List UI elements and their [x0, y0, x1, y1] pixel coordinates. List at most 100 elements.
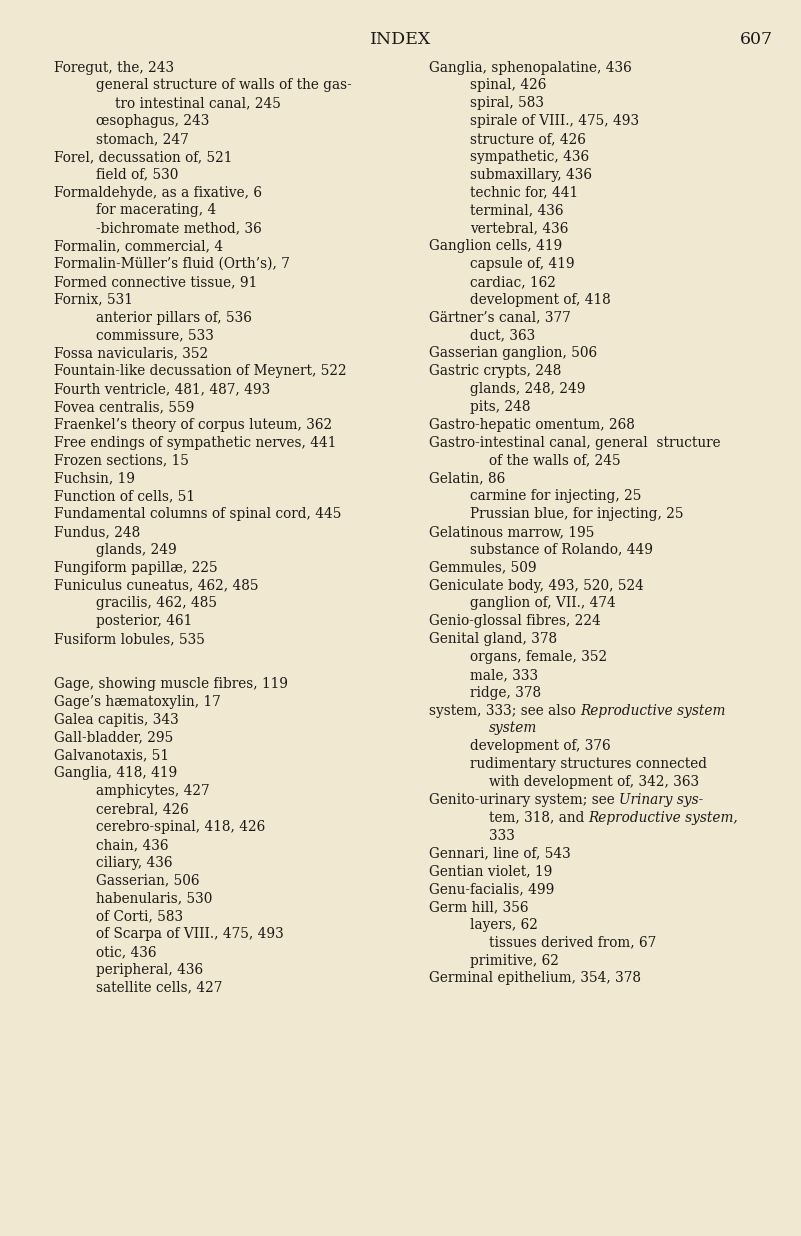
Text: ciliary, 436: ciliary, 436	[96, 855, 173, 870]
Text: Reproductive system,: Reproductive system,	[589, 811, 738, 824]
Text: Gage, showing muscle fibres, 119: Gage, showing muscle fibres, 119	[54, 677, 288, 691]
Text: organs, female, 352: organs, female, 352	[470, 650, 607, 664]
Text: of the walls of, 245: of the walls of, 245	[489, 454, 620, 467]
Text: Gall-bladder, 295: Gall-bladder, 295	[54, 730, 174, 745]
Text: cerebral, 426: cerebral, 426	[96, 802, 189, 816]
Text: Ganglia, 418, 419: Ganglia, 418, 419	[54, 766, 178, 780]
Text: pits, 248: pits, 248	[470, 400, 531, 414]
Text: Geniculate body, 493, 520, 524: Geniculate body, 493, 520, 524	[429, 578, 643, 592]
Text: Gage’s hæmatoxylin, 17: Gage’s hæmatoxylin, 17	[54, 695, 221, 709]
Text: spirale of VIII., 475, 493: spirale of VIII., 475, 493	[470, 114, 639, 129]
Text: layers, 62: layers, 62	[470, 918, 538, 932]
Text: Galea capitis, 343: Galea capitis, 343	[54, 713, 179, 727]
Text: Formalin-Müller’s fluid (Orth’s), 7: Formalin-Müller’s fluid (Orth’s), 7	[54, 257, 290, 271]
Text: general structure of walls of the gas-: general structure of walls of the gas-	[96, 78, 352, 93]
Text: Gastro-hepatic omentum, 268: Gastro-hepatic omentum, 268	[429, 418, 634, 431]
Text: submaxillary, 436: submaxillary, 436	[470, 168, 592, 182]
Text: Fraenkel’s theory of corpus luteum, 362: Fraenkel’s theory of corpus luteum, 362	[54, 418, 332, 431]
Text: system, 333; see also: system, 333; see also	[429, 703, 580, 718]
Text: Prussian blue, for injecting, 25: Prussian blue, for injecting, 25	[470, 507, 684, 522]
Text: Fundamental columns of spinal cord, 445: Fundamental columns of spinal cord, 445	[54, 507, 342, 522]
Text: Ganglion cells, 419: Ganglion cells, 419	[429, 239, 562, 253]
Text: ganglion of, VII., 474: ganglion of, VII., 474	[470, 596, 616, 611]
Text: peripheral, 436: peripheral, 436	[96, 963, 203, 976]
Text: Fundus, 248: Fundus, 248	[54, 525, 141, 539]
Text: Function of cells, 51: Function of cells, 51	[54, 489, 195, 503]
Text: œsophagus, 243: œsophagus, 243	[96, 114, 210, 129]
Text: Urinary sys-: Urinary sys-	[618, 792, 703, 807]
Text: chain, 436: chain, 436	[96, 838, 169, 852]
Text: satellite cells, 427: satellite cells, 427	[96, 980, 223, 995]
Text: Fountain-like decussation of Meynert, 522: Fountain-like decussation of Meynert, 52…	[54, 365, 347, 378]
Text: Gastric crypts, 248: Gastric crypts, 248	[429, 365, 561, 378]
Text: development of, 418: development of, 418	[470, 293, 611, 307]
Text: Gärtner’s canal, 377: Gärtner’s canal, 377	[429, 310, 570, 325]
Text: Fuchsin, 19: Fuchsin, 19	[54, 471, 135, 486]
Text: spiral, 583: spiral, 583	[470, 96, 544, 110]
Text: Reproductive system: Reproductive system	[580, 703, 725, 718]
Text: ridge, 378: ridge, 378	[470, 686, 541, 700]
Text: Fusiform lobules, 535: Fusiform lobules, 535	[54, 632, 205, 646]
Text: Formaldehyde, as a fixative, 6: Formaldehyde, as a fixative, 6	[54, 185, 263, 199]
Text: Ganglia, sphenopalatine, 436: Ganglia, sphenopalatine, 436	[429, 61, 631, 74]
Text: Genu-facialis, 499: Genu-facialis, 499	[429, 883, 554, 896]
Text: Forel, decussation of, 521: Forel, decussation of, 521	[54, 150, 233, 164]
Text: Fossa navicularis, 352: Fossa navicularis, 352	[54, 346, 208, 361]
Text: Gentian violet, 19: Gentian violet, 19	[429, 864, 552, 879]
Text: Free endings of sympathetic nerves, 441: Free endings of sympathetic nerves, 441	[54, 435, 337, 450]
Text: anterior pillars of, 536: anterior pillars of, 536	[96, 310, 252, 325]
Text: Genito-urinary system; see: Genito-urinary system; see	[429, 792, 618, 807]
Text: Germ hill, 356: Germ hill, 356	[429, 900, 528, 913]
Text: terminal, 436: terminal, 436	[470, 204, 564, 218]
Text: 607: 607	[740, 31, 773, 48]
Text: primitive, 62: primitive, 62	[470, 953, 559, 968]
Text: INDEX: INDEX	[370, 31, 431, 48]
Text: field of, 530: field of, 530	[96, 168, 179, 182]
Text: Galvanotaxis, 51: Galvanotaxis, 51	[54, 749, 170, 763]
Text: Gennari, line of, 543: Gennari, line of, 543	[429, 847, 570, 860]
Text: Formed connective tissue, 91: Formed connective tissue, 91	[54, 274, 258, 289]
Text: habenularis, 530: habenularis, 530	[96, 891, 212, 906]
Text: Gelatin, 86: Gelatin, 86	[429, 471, 505, 486]
Text: Gemmules, 509: Gemmules, 509	[429, 561, 536, 575]
Text: of Corti, 583: of Corti, 583	[96, 910, 183, 923]
Text: rudimentary structures connected: rudimentary structures connected	[470, 758, 707, 771]
Text: Foregut, the, 243: Foregut, the, 243	[54, 61, 175, 74]
Text: spinal, 426: spinal, 426	[470, 78, 546, 93]
Text: capsule of, 419: capsule of, 419	[470, 257, 575, 271]
Text: carmine for injecting, 25: carmine for injecting, 25	[470, 489, 642, 503]
Text: system: system	[489, 722, 537, 735]
Text: -bichromate method, 36: -bichromate method, 36	[96, 221, 262, 235]
Text: substance of Rolando, 449: substance of Rolando, 449	[470, 543, 653, 556]
Text: tro intestinal canal, 245: tro intestinal canal, 245	[115, 96, 280, 110]
Text: Fungiform papillæ, 225: Fungiform papillæ, 225	[54, 561, 218, 575]
Text: for macerating, 4: for macerating, 4	[96, 204, 216, 218]
Text: vertebral, 436: vertebral, 436	[470, 221, 569, 235]
Text: Gasserian, 506: Gasserian, 506	[96, 874, 199, 887]
Text: cardiac, 162: cardiac, 162	[470, 274, 556, 289]
Text: of Scarpa of VIII., 475, 493: of Scarpa of VIII., 475, 493	[96, 927, 284, 941]
Text: Gelatinous marrow, 195: Gelatinous marrow, 195	[429, 525, 594, 539]
Text: Frozen sections, 15: Frozen sections, 15	[54, 454, 189, 467]
Text: Formalin, commercial, 4: Formalin, commercial, 4	[54, 239, 223, 253]
Text: cerebro-spinal, 418, 426: cerebro-spinal, 418, 426	[96, 819, 265, 834]
Text: duct, 363: duct, 363	[470, 329, 535, 342]
Text: Gasserian ganglion, 506: Gasserian ganglion, 506	[429, 346, 597, 361]
Text: glands, 249: glands, 249	[96, 543, 177, 556]
Text: Genio-glossal fibres, 224: Genio-glossal fibres, 224	[429, 614, 600, 628]
Text: male, 333: male, 333	[470, 667, 538, 682]
Text: Fourth ventricle, 481, 487, 493: Fourth ventricle, 481, 487, 493	[54, 382, 271, 396]
Text: Fornix, 531: Fornix, 531	[54, 293, 133, 307]
Text: sympathetic, 436: sympathetic, 436	[470, 150, 590, 164]
Text: Genital gland, 378: Genital gland, 378	[429, 632, 557, 646]
Text: gracilis, 462, 485: gracilis, 462, 485	[96, 596, 217, 611]
Text: Funiculus cuneatus, 462, 485: Funiculus cuneatus, 462, 485	[54, 578, 259, 592]
Text: tem, 318, and: tem, 318, and	[489, 811, 589, 824]
Text: structure of, 426: structure of, 426	[470, 132, 586, 146]
Text: Gastro-intestinal canal, general  structure: Gastro-intestinal canal, general structu…	[429, 435, 720, 450]
Text: posterior, 461: posterior, 461	[96, 614, 192, 628]
Text: development of, 376: development of, 376	[470, 739, 611, 753]
Text: technic for, 441: technic for, 441	[470, 185, 578, 199]
Text: stomach, 247: stomach, 247	[96, 132, 189, 146]
Text: Germinal epithelium, 354, 378: Germinal epithelium, 354, 378	[429, 971, 641, 985]
